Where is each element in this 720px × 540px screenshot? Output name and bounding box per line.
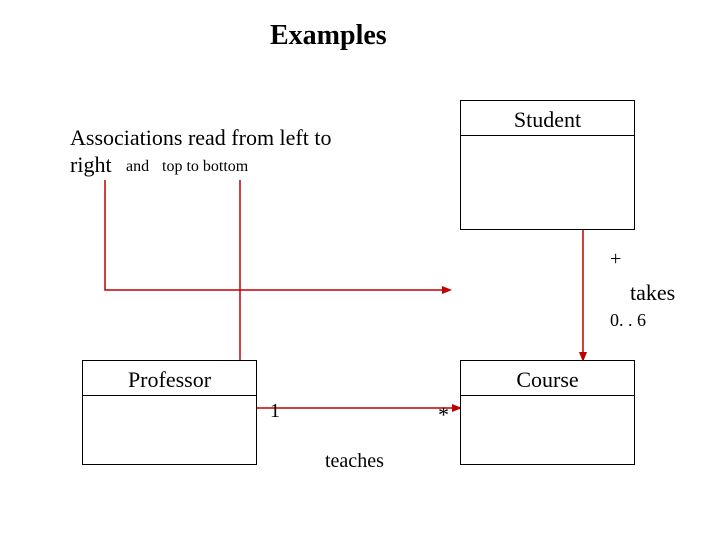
multiplicity-plus: +: [610, 248, 621, 271]
multiplicity-one: 1: [270, 400, 280, 423]
assoc-label-takes: takes: [630, 280, 675, 306]
class-student-divider: [461, 135, 634, 136]
caption-line2-right: right: [70, 152, 112, 178]
assoc-label-teaches: teaches: [325, 450, 384, 473]
multiplicity-zero-six: 0. . 6: [610, 310, 646, 331]
class-student: Student: [460, 100, 635, 230]
class-student-label: Student: [461, 107, 634, 133]
caption-line2-and: and: [126, 158, 149, 176]
class-professor-divider: [83, 395, 256, 396]
class-course: Course: [460, 360, 635, 465]
caption-line2-toptobottom: top to bottom: [162, 158, 248, 176]
class-professor: Professor: [82, 360, 257, 465]
page-title: Examples: [270, 20, 387, 52]
class-professor-label: Professor: [83, 367, 256, 393]
class-course-divider: [461, 395, 634, 396]
diagram-canvas: Examples Associations read from left to …: [0, 0, 720, 540]
multiplicity-star: *: [438, 402, 449, 428]
caption-line1: Associations read from left to: [70, 125, 332, 151]
class-course-label: Course: [461, 367, 634, 393]
edge-caption-to-student-course: [105, 180, 450, 290]
